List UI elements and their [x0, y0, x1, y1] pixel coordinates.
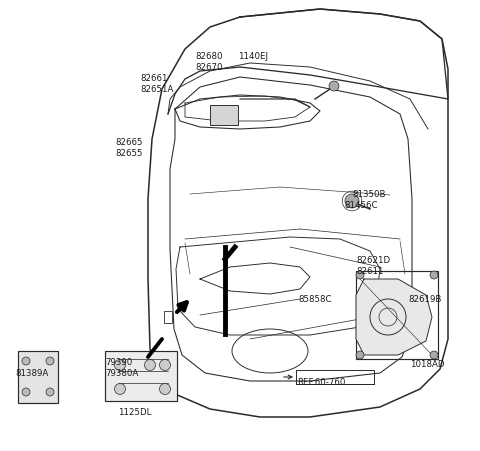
Circle shape	[46, 357, 54, 365]
Circle shape	[159, 384, 170, 395]
Text: 79380A: 79380A	[105, 368, 138, 377]
Text: 79390: 79390	[105, 357, 132, 366]
Text: 82655: 82655	[115, 149, 143, 158]
Text: 82611: 82611	[356, 267, 384, 276]
Text: 82621D: 82621D	[356, 255, 390, 264]
Text: 82619B: 82619B	[408, 295, 442, 304]
Circle shape	[46, 388, 54, 396]
Text: 82651A: 82651A	[140, 85, 173, 94]
Text: 82661: 82661	[140, 74, 168, 83]
Circle shape	[430, 272, 438, 279]
Bar	[356, 272, 438, 359]
Text: 82680: 82680	[195, 52, 223, 61]
Circle shape	[159, 360, 170, 371]
Circle shape	[115, 384, 125, 395]
Circle shape	[144, 360, 156, 371]
Polygon shape	[356, 279, 432, 355]
Bar	[296, 370, 374, 384]
Text: REF.60-760: REF.60-760	[297, 377, 346, 386]
Circle shape	[22, 388, 30, 396]
Text: 85858C: 85858C	[298, 295, 332, 304]
Circle shape	[356, 272, 364, 279]
Text: 1140EJ: 1140EJ	[238, 52, 268, 61]
Circle shape	[430, 351, 438, 359]
Text: 1125DL: 1125DL	[118, 407, 151, 416]
Text: 81350B: 81350B	[352, 189, 385, 198]
Circle shape	[22, 357, 30, 365]
Circle shape	[356, 351, 364, 359]
Text: 82665: 82665	[115, 138, 143, 147]
Circle shape	[115, 360, 125, 371]
Text: 81389A: 81389A	[15, 368, 48, 377]
Text: 82670: 82670	[195, 63, 223, 72]
Circle shape	[329, 82, 339, 92]
Text: 81456C: 81456C	[344, 201, 377, 210]
Text: 1018AD: 1018AD	[410, 359, 444, 368]
Bar	[164, 311, 172, 323]
Bar	[18, 351, 58, 403]
Circle shape	[345, 194, 359, 208]
Bar	[210, 106, 238, 126]
Bar	[105, 351, 177, 401]
